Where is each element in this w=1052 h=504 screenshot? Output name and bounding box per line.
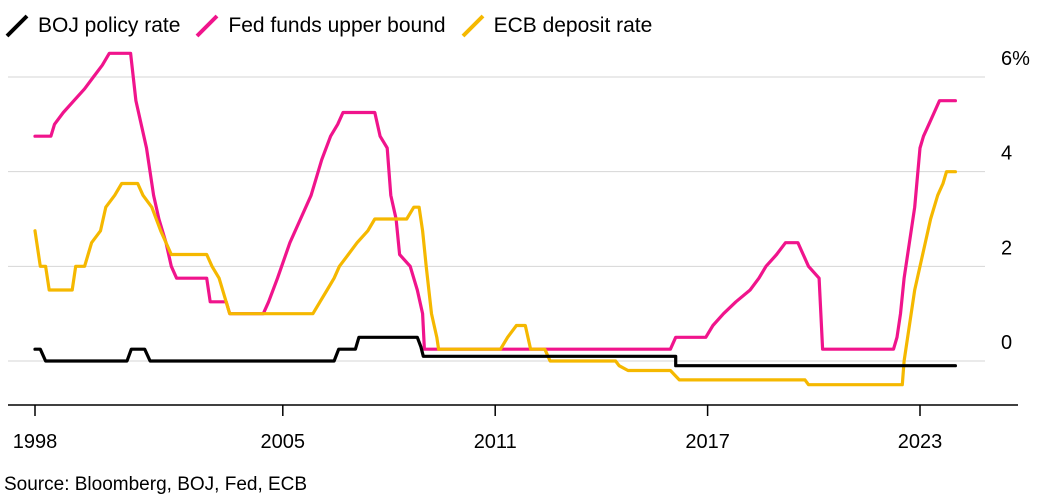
x-tick-label-2023: 2023 (898, 431, 943, 453)
source-note: Source: Bloomberg, BOJ, Fed, ECB (4, 474, 308, 495)
series-line-boj (33, 335, 957, 368)
series-lines (33, 51, 957, 387)
x-tick-label-2017: 2017 (685, 431, 730, 453)
x-tick-label-1998: 1998 (13, 431, 58, 453)
legend-swatch-fed (194, 13, 220, 39)
legend-item-boj: BOJ policy rate (4, 13, 180, 39)
series-line-fed (33, 51, 957, 351)
legend-label-fed: Fed funds upper bound (228, 14, 446, 37)
y-axis-labels: 6% 4 2 0 (1001, 48, 1030, 354)
line-chart: 6% 4 2 0 1998 2005 2011 2017 2023 (8, 48, 1030, 453)
legend-label-boj: BOJ policy rate (38, 14, 181, 37)
y-tick-label-2: 2 (1001, 237, 1012, 259)
y-tick-label-6: 6% (1001, 48, 1030, 70)
legend-item-ecb: ECB deposit rate (460, 13, 653, 39)
y-tick-label-4: 4 (1001, 143, 1012, 165)
legend-label-ecb: ECB deposit rate (493, 14, 653, 37)
x-axis (8, 404, 1018, 416)
series-line-ecb (33, 170, 957, 387)
legend-swatch-ecb (460, 13, 486, 39)
legend-item-fed: Fed funds upper bound (194, 13, 446, 39)
x-tick-label-2005: 2005 (261, 431, 306, 453)
legend-swatch-boj (4, 13, 30, 39)
x-axis-labels: 1998 2005 2011 2017 2023 (13, 431, 943, 453)
legend: BOJ policy rate Fed funds upper bound EC… (4, 8, 666, 44)
x-tick-label-2011: 2011 (474, 431, 517, 453)
y-tick-label-0: 0 (1001, 332, 1012, 354)
